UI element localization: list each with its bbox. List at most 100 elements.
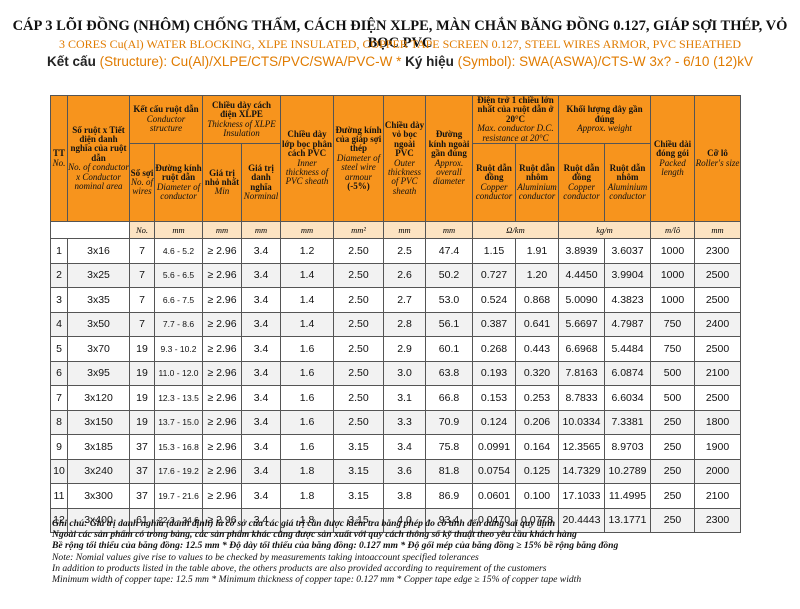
table-cell: 1.6	[280, 385, 335, 411]
table-cell: 0.253	[515, 385, 560, 411]
table-cell: 5.6697	[558, 311, 606, 338]
table-cell: 6.6034	[604, 385, 652, 411]
col-conductor-structure: Kết cấu ruột dẫn Conductor structure	[128, 94, 204, 145]
table-cell: 3x95	[67, 360, 130, 387]
table-row: 4 3x50 7 7.7 - 8.6 ≥ 2.96 3.4 1.4 2.50 2.8 56.1 0.…	[50, 311, 742, 338]
table-cell: 0.868	[515, 287, 560, 313]
table-cell: 0.524	[472, 287, 517, 313]
table-cell: 14.7329	[558, 458, 606, 485]
table-cell: 1.4	[280, 262, 335, 289]
note-line: Note: Nomial values give rise to values …	[52, 551, 479, 563]
table-cell: ≥ 2.96	[202, 336, 243, 362]
table-cell: 250	[650, 458, 696, 485]
table-cell: 3.4	[241, 287, 282, 313]
table-cell: 10.2789	[604, 458, 652, 485]
table-cell: 13.7 - 15.0	[153, 409, 204, 436]
structure-label: Kết cấu	[47, 54, 100, 69]
table-cell: 53.0	[425, 287, 474, 313]
table-cell: 12.3565	[558, 434, 606, 460]
table-cell: 5.4484	[604, 336, 652, 362]
table-cell: 9.3 - 10.2	[153, 336, 204, 362]
table-cell: 0.0470	[472, 507, 517, 534]
table-cell: 19.7 - 21.6	[153, 483, 204, 509]
table-cell: 22.3 - 24.6	[153, 507, 204, 534]
note-line: Minimum width of copper tape: 12.5 mm * …	[52, 574, 582, 586]
col-xlpe-min: Giá trị nhỏ nhất Min	[202, 143, 243, 223]
table-cell: 66.8	[425, 385, 474, 411]
table-cell: 19	[129, 409, 155, 436]
table-cell: 3	[50, 287, 68, 313]
table-cell: 0.0991	[472, 434, 517, 460]
structure-line: Kết cấu (Structure): Cu(Al)/XLPE/CTS/PVC…	[0, 54, 800, 69]
unit-cell: kg/m	[558, 221, 652, 240]
table-cell: 1000	[650, 262, 696, 289]
table-cell: 5.6 - 6.5	[153, 262, 204, 289]
col-inner-sheath: Chiều dày lớp bọc phân cách PVC Inner thi…	[280, 94, 335, 223]
table-row: 12 3x400 61 22.3 - 24.6 ≥ 2.96 3.4 1.8 3.15 4.0 9…	[50, 507, 742, 534]
table-cell: 3.8	[383, 483, 427, 509]
table-cell: 61	[129, 507, 155, 534]
table-cell: 0.193	[472, 360, 517, 387]
table-cell: 2000	[694, 458, 742, 485]
table-cell: 0.0601	[472, 483, 517, 509]
table-cell: 1.8	[280, 507, 335, 534]
unit-cell: No.	[129, 221, 155, 240]
table-cell: 0.0778	[515, 507, 560, 534]
table-cell: 7.3381	[604, 409, 652, 436]
table-cell: 7	[129, 311, 155, 338]
table-cell: 2.50	[333, 360, 385, 387]
table-cell: 2	[50, 262, 68, 289]
table-cell: 2.5	[383, 238, 427, 264]
table-cell: 3.15	[333, 483, 385, 509]
table-cell: ≥ 2.96	[202, 507, 243, 534]
table-cell: ≥ 2.96	[202, 434, 243, 460]
col-packed-length: Chiều dài đóng gói Packed length	[650, 94, 696, 223]
table-cell: 2300	[694, 507, 742, 534]
table-cell: 11.0 - 12.0	[153, 360, 204, 387]
col-conductor-size: Số ruột x Tiết diện danh nghĩa của ruột …	[67, 94, 130, 223]
table-cell: 60.1	[425, 336, 474, 362]
table-cell: 1000	[650, 238, 696, 264]
table-cell: 1.4	[280, 287, 335, 313]
col-conductor-diameter: Đường kính ruột dẫn Diameter of conductor	[153, 143, 204, 223]
table-cell: 1900	[694, 434, 742, 460]
table-cell: 3.4	[241, 434, 282, 460]
table-cell: 1.8	[280, 483, 335, 509]
table-cell: 50.2	[425, 262, 474, 289]
table-cell: 8.7833	[558, 385, 606, 411]
table-cell: 6.0874	[604, 360, 652, 387]
table-cell: 4.4450	[558, 262, 606, 289]
unit-cell: mm²	[333, 221, 385, 240]
table-cell: 2.50	[333, 311, 385, 338]
table-cell: 2.8	[383, 311, 427, 338]
unit-cell: mm	[202, 221, 243, 240]
table-row: 5 3x70 19 9.3 - 10.2 ≥ 2.96 3.4 1.6 2.50 2.9 60.1…	[50, 336, 742, 362]
table-cell: 3.4	[241, 360, 282, 387]
table-cell: 10	[50, 458, 68, 485]
table-cell: 3.4	[241, 507, 282, 534]
col-roller-size: Cỡ lô Roller's size	[694, 94, 742, 223]
table-row: 8 3x150 19 13.7 - 15.0 ≥ 2.96 3.4 1.6 2.50 3.3 70…	[50, 409, 742, 436]
table-cell: 2.9	[383, 336, 427, 362]
table-cell: 3x400	[67, 507, 130, 534]
table-cell: 3x240	[67, 458, 130, 485]
table-cell: 2.50	[333, 409, 385, 436]
table-cell: 3.6037	[604, 238, 652, 264]
table-cell: 70.9	[425, 409, 474, 436]
table-cell: ≥ 2.96	[202, 458, 243, 485]
table-cell: 3.4	[241, 336, 282, 362]
table-cell: 63.8	[425, 360, 474, 387]
table-cell: 3x150	[67, 409, 130, 436]
table-cell: 2500	[694, 336, 742, 362]
table-cell: ≥ 2.96	[202, 385, 243, 411]
col-weight: Khối lượng dây gần đúng Approx. weight	[558, 94, 652, 145]
table-cell: 7	[129, 238, 155, 264]
table-cell: 47.4	[425, 238, 474, 264]
table-cell: 0.153	[472, 385, 517, 411]
table-cell: 37	[129, 483, 155, 509]
table-cell: 4	[50, 311, 68, 338]
table-cell: 0.387	[472, 311, 517, 338]
table-cell: 0.100	[515, 483, 560, 509]
table-cell: 11.4995	[604, 483, 652, 509]
table-cell: 2500	[694, 385, 742, 411]
